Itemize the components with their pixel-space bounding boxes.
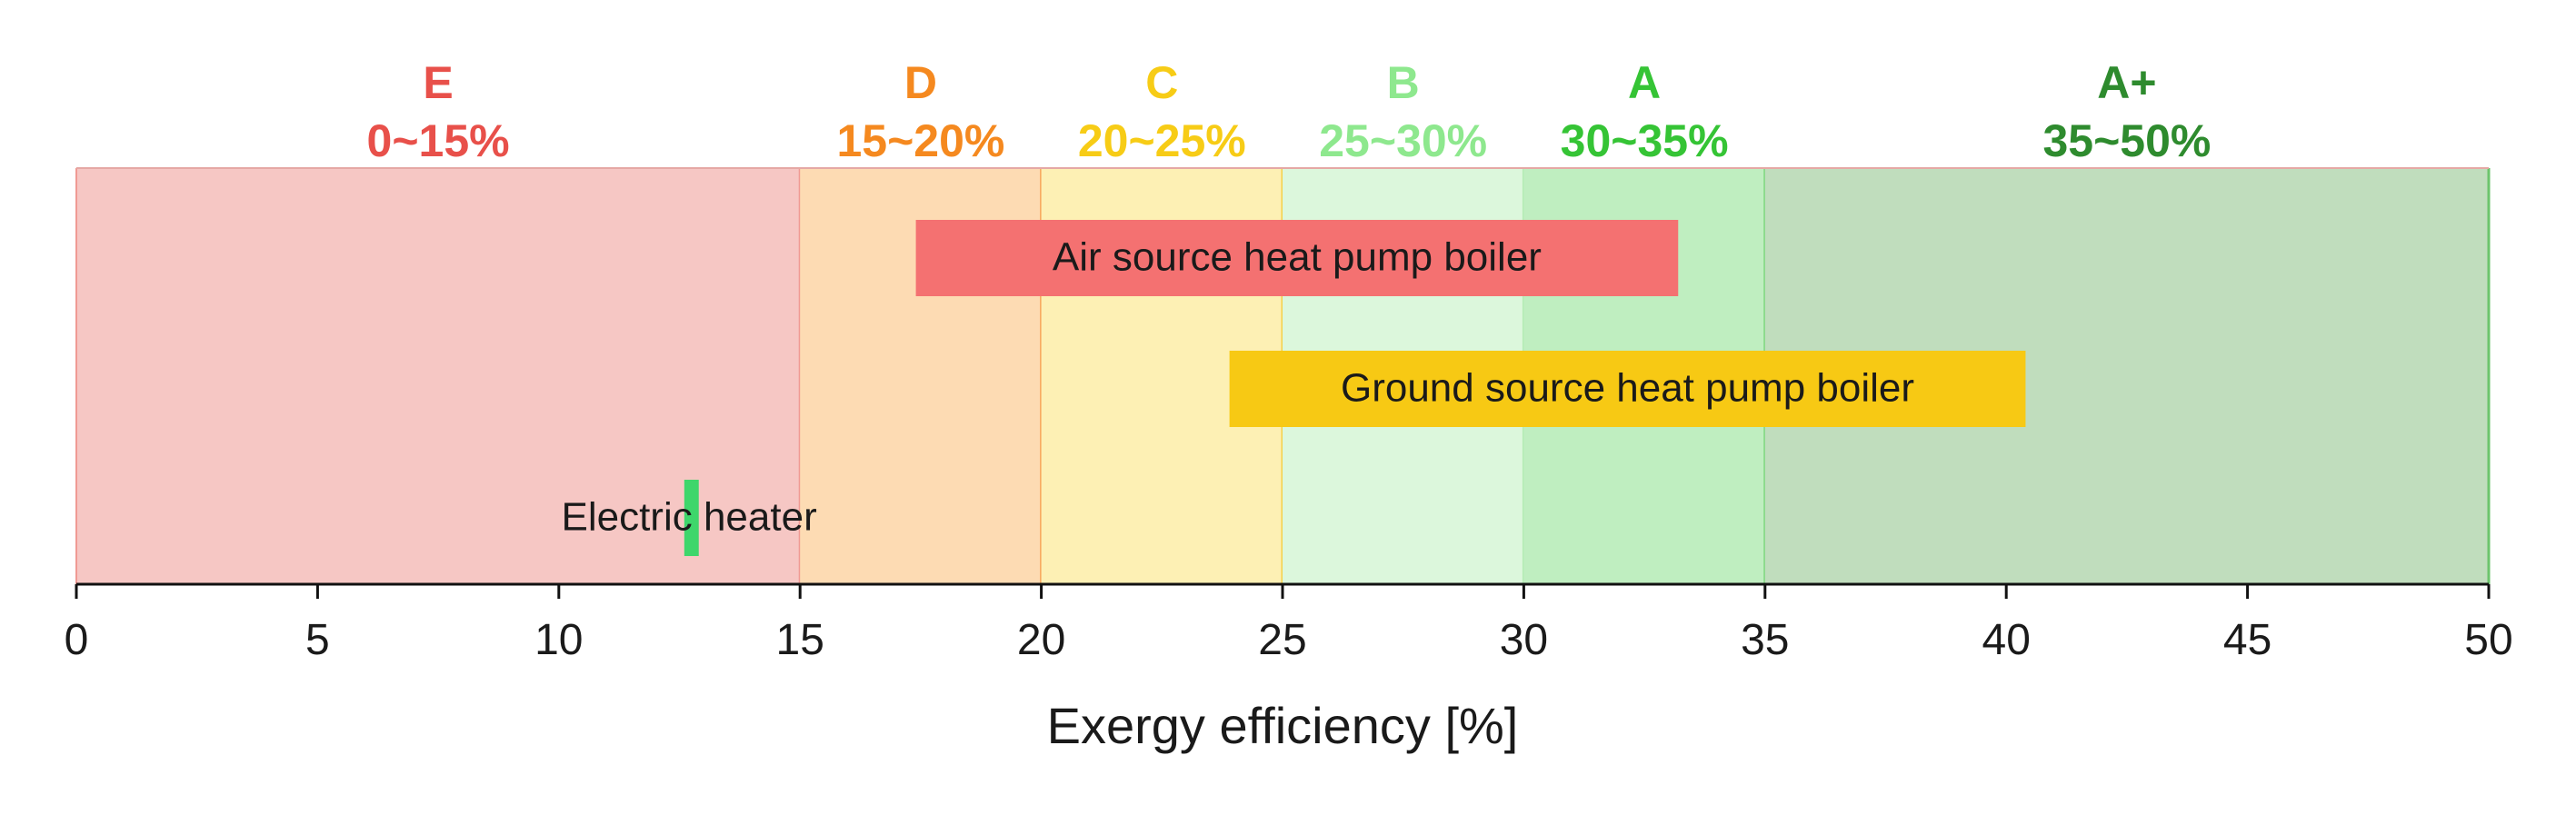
grade-range-b: 25~30% (1319, 115, 1487, 166)
grade-range-c: 20~25% (1078, 115, 1246, 166)
x-axis: 0 5 10 15 20 25 30 35 40 45 50 (65, 582, 2513, 664)
bar-label-air-source-heat-pump-boiler: Air source heat pump boiler (1053, 235, 1542, 280)
bar-electric-heater (684, 480, 699, 556)
grade-range-a: 30~35% (1561, 115, 1729, 166)
bar-ground-source-heat-pump-boiler (1229, 351, 2026, 427)
x-tick-label-20: 20 (1017, 616, 1065, 664)
grade-range-d: 15~20% (836, 115, 1004, 166)
x-tick-label-25: 25 (1258, 616, 1306, 664)
grade-range-a-plus: 35~50% (2042, 115, 2211, 166)
x-tick-label-0: 0 (65, 616, 89, 664)
grade-letter-a: A (1628, 57, 1661, 108)
grade-band-e (76, 168, 801, 584)
x-tick-label-5: 5 (305, 616, 330, 664)
grade-letter-c: C (1145, 57, 1178, 108)
grade-letter-b: B (1387, 57, 1420, 108)
x-axis-title: Exergy efficiency [%] (1047, 697, 1519, 754)
x-tick-label-30: 30 (1500, 616, 1548, 664)
x-tick-label-10: 10 (534, 616, 583, 664)
x-tick-label-40: 40 (1982, 616, 2031, 664)
bar-label-ground-source-heat-pump-boiler: Ground source heat pump boiler (1341, 366, 1914, 411)
grade-letter-d: D (904, 57, 937, 108)
x-tick-label-15: 15 (776, 616, 824, 664)
bar-air-source-heat-pump-boiler (915, 220, 1679, 296)
grade-range-e: 0~15% (367, 115, 510, 166)
bar-label-electric-heater: Electric heater (561, 495, 816, 540)
x-tick-label-35: 35 (1741, 616, 1789, 664)
series-bars: Air source heat pump boiler Ground source… (561, 220, 2026, 556)
grade-labels: E 0~15% D 15~20% C 20~25% B 25~30% A 30~35% A+ 35~5… (367, 57, 2212, 166)
x-tick-label-45: 45 (2223, 616, 2271, 664)
grade-letter-e: E (423, 57, 453, 108)
x-tick-label-50: 50 (2464, 616, 2512, 664)
grade-letter-a-plus: A+ (2097, 57, 2156, 108)
